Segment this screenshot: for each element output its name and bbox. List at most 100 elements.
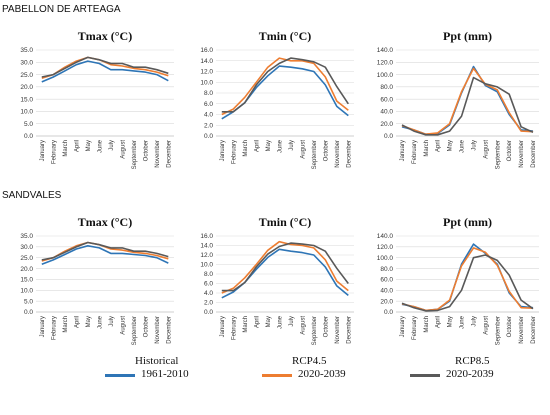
x-tick-label: January: [400, 316, 406, 337]
x-tick-label: February: [231, 316, 237, 340]
chart-title: Ppt (mm): [443, 215, 492, 229]
y-tick-label: 20.0: [20, 266, 33, 273]
y-tick-label: 0.0: [24, 133, 33, 140]
y-tick-label: 4.0: [204, 290, 213, 297]
x-tick-label: September: [132, 316, 138, 345]
chart-tmin-pabellon: Tmin (°C) 0.0 2.0 4.0 6.0 8.0 10.0 12.0 14.0 16.0…: [200, 29, 354, 169]
x-tick-label: October: [143, 316, 149, 337]
x-tick-label: November: [155, 140, 161, 168]
x-tick-label: July: [289, 316, 295, 327]
y-tick-label: 14.0: [200, 58, 213, 65]
chart-tmin-sandvales: Tmin (°C) 0.0 2.0 4.0 6.0 8.0 10.0 12.0 14.0 16.0…: [200, 215, 354, 345]
legend-label-historical: Historical: [135, 355, 179, 367]
x-tick-label: November: [519, 316, 525, 344]
series-line-rcp85: [221, 242, 349, 292]
chart-title: Ppt (mm): [443, 29, 492, 43]
x-tick-label: March: [243, 316, 249, 333]
y-tick-label: 100.0: [377, 72, 394, 79]
y-tick-label: 12.0: [200, 69, 213, 76]
x-tick-label: August: [300, 140, 306, 159]
x-tick-label: December: [531, 316, 537, 344]
chart-title: Tmin (°C): [259, 29, 311, 43]
x-tick-label: May: [448, 140, 454, 151]
x-tick-label: July: [109, 316, 115, 327]
y-tick-label: 35.0: [20, 47, 33, 54]
x-tick-label: September: [312, 316, 318, 345]
legend-period-historical: 1961-2010: [141, 368, 189, 380]
y-tick-label: 30.0: [20, 244, 33, 251]
series-line-rcp45: [221, 240, 349, 294]
x-tick-label: October: [323, 140, 329, 161]
y-tick-label: 20.0: [20, 84, 33, 91]
series-line-rcp85: [401, 254, 534, 312]
x-tick-label: July: [471, 140, 477, 151]
region-title-pabellon: PABELLON DE ARTEAGA: [2, 4, 121, 15]
y-tick-label: 140.0: [377, 47, 394, 54]
x-tick-label: November: [155, 316, 161, 344]
x-tick-label: May: [266, 140, 272, 151]
y-tick-label: 6.0: [204, 281, 213, 288]
x-tick-label: February: [231, 140, 237, 164]
x-tick-label: September: [312, 140, 318, 169]
x-tick-label: December: [346, 140, 352, 168]
series-line-rcp85: [41, 56, 169, 78]
chart-title: Tmax (°C): [78, 215, 132, 229]
x-tick-label: February: [412, 140, 418, 164]
x-tick-label: March: [243, 140, 249, 157]
x-tick-label: June: [97, 139, 103, 153]
y-tick-label: 15.0: [20, 96, 33, 103]
x-tick-label: June: [277, 139, 283, 153]
x-tick-label: June: [97, 315, 103, 329]
y-tick-label: 8.0: [204, 271, 213, 278]
x-tick-label: March: [424, 140, 430, 157]
y-tick-label: 8.0: [204, 90, 213, 97]
y-tick-label: 10.0: [200, 79, 213, 86]
y-tick-label: 60.0: [380, 96, 393, 103]
x-tick-label: May: [86, 316, 92, 327]
x-tick-label: October: [143, 140, 149, 161]
chart-ppt-pabellon: Ppt (mm) 0.0 20.0 40.0 60.0 80.0 100.0 120.0 140…: [377, 29, 539, 169]
y-tick-label: 0.0: [24, 309, 33, 316]
y-tick-label: 80.0: [380, 84, 393, 91]
y-tick-label: 6.0: [204, 101, 213, 108]
x-tick-label: July: [109, 140, 115, 151]
x-tick-label: October: [507, 316, 513, 337]
x-tick-label: April: [254, 316, 260, 328]
x-tick-label: April: [436, 316, 442, 328]
y-tick-label: 5.0: [24, 121, 33, 128]
x-tick-label: June: [460, 139, 466, 153]
y-tick-label: 16.0: [200, 47, 213, 54]
y-tick-label: 30.0: [20, 59, 33, 66]
y-tick-label: 15.0: [20, 277, 33, 284]
x-tick-label: August: [300, 316, 306, 335]
chart-title: Tmax (°C): [78, 29, 132, 43]
x-tick-label: November: [335, 140, 341, 168]
y-tick-label: 40.0: [380, 287, 393, 294]
legend-label-rcp45: RCP4.5: [292, 355, 327, 367]
x-tick-label: April: [74, 140, 80, 152]
y-tick-label: 60.0: [380, 277, 393, 284]
series-line-rcp85: [401, 76, 534, 136]
x-tick-label: August: [120, 140, 126, 159]
y-tick-label: 35.0: [20, 233, 33, 240]
series-line-historical: [401, 243, 534, 312]
y-tick-label: 0.0: [204, 133, 213, 140]
x-tick-label: January: [40, 140, 46, 161]
y-tick-label: 25.0: [20, 255, 33, 262]
y-tick-label: 2.0: [204, 300, 213, 307]
x-tick-label: November: [335, 316, 341, 344]
series-line-historical: [41, 60, 169, 83]
y-tick-label: 100.0: [377, 255, 394, 262]
x-tick-label: August: [483, 316, 489, 335]
x-tick-label: October: [507, 140, 513, 161]
legend: Historical 1961-2010 RCP4.5 2020-2039 RC…: [0, 355, 550, 415]
legend-line-rcp85: [410, 374, 440, 377]
x-tick-label: January: [220, 140, 226, 161]
legend-period-rcp85: 2020-2039: [446, 368, 494, 380]
x-tick-label: March: [63, 140, 69, 157]
x-tick-label: February: [412, 316, 418, 340]
x-tick-label: December: [531, 140, 537, 168]
x-tick-label: September: [495, 316, 501, 345]
chart-tmax-sandvales: Tmax (°C) 0.0 5.0 10.0 15.0 20.0 25.0 30.0 35.0 J…: [20, 215, 174, 345]
series-line-rcp45: [221, 57, 349, 116]
